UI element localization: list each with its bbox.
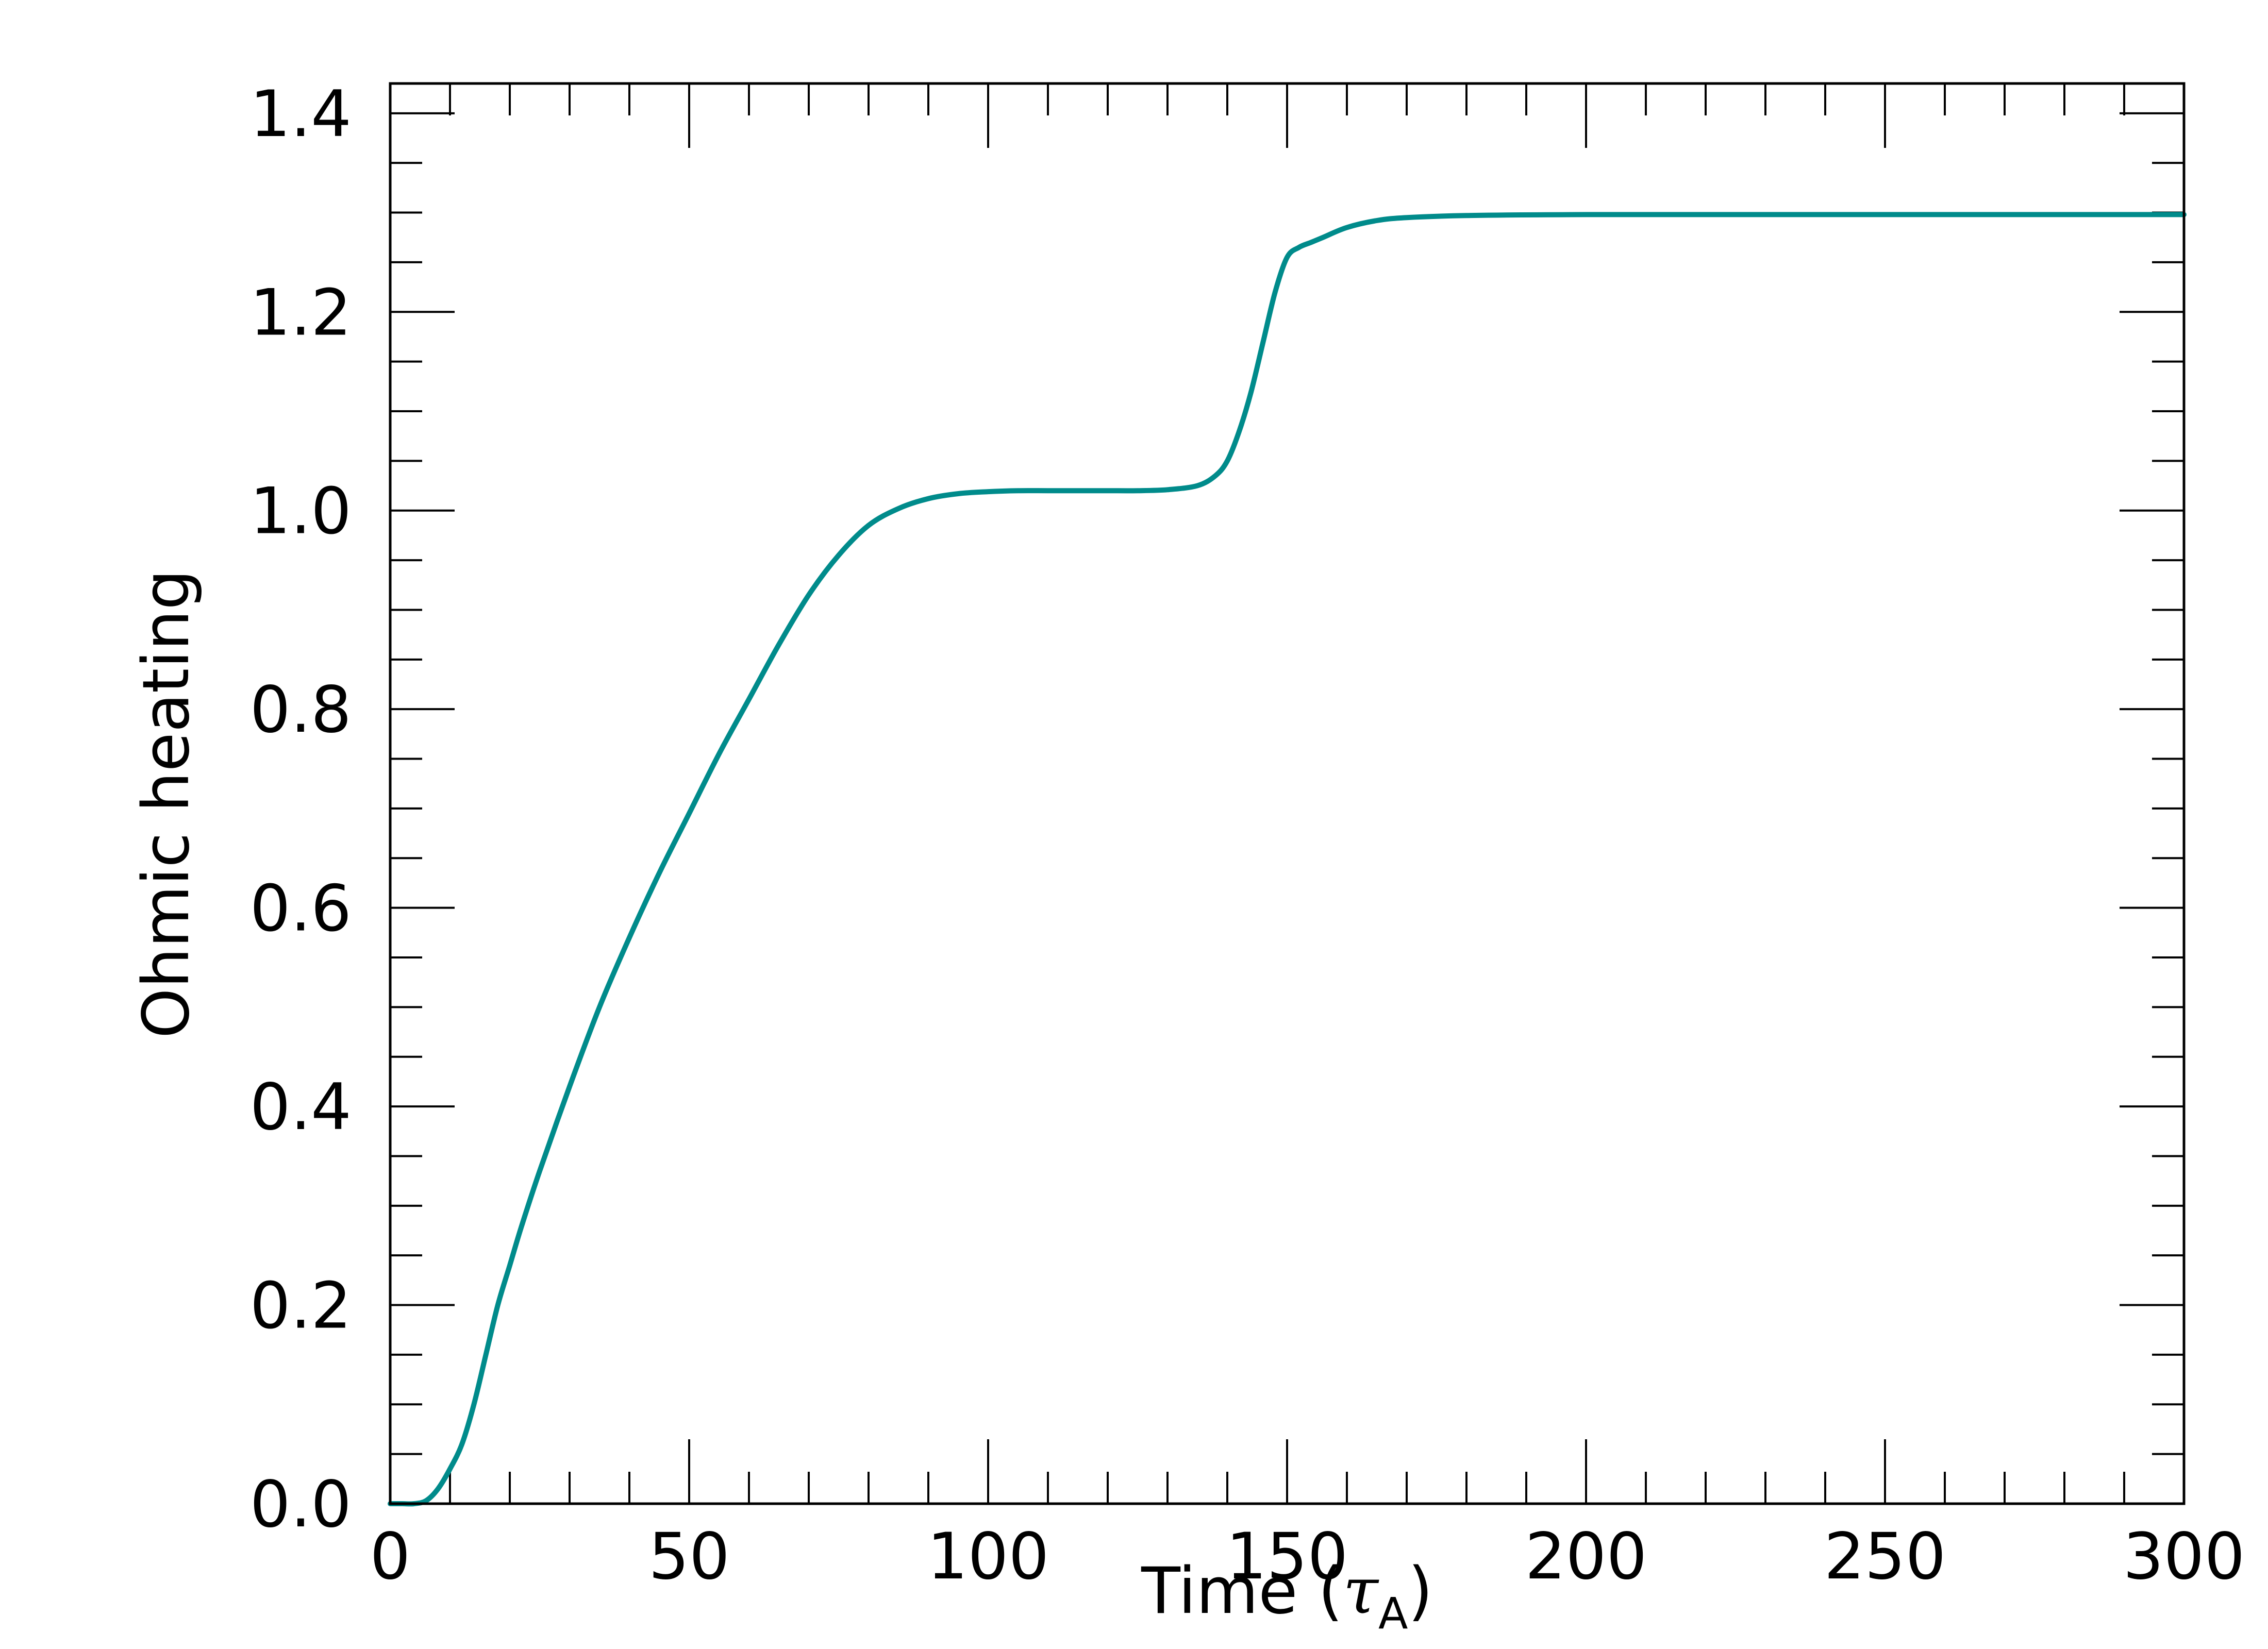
y-tick-label: 0.0 [250, 1468, 352, 1542]
y-tick-label: 0.2 [250, 1269, 352, 1343]
y-tick-label: 1.0 [250, 475, 352, 549]
x-tick-label: 150 [1226, 1520, 1348, 1594]
y-tick-label: 0.6 [250, 872, 352, 946]
x-axis-title-subscript: A [1378, 1588, 1408, 1639]
x-axis-title: Time (τA) [1141, 1554, 1433, 1639]
x-tick-label: 250 [1824, 1520, 1946, 1594]
x-tick-label: 200 [1525, 1520, 1647, 1594]
y-tick-label: 1.2 [250, 276, 352, 350]
series-line [388, 212, 2187, 1507]
x-tick-label: 0 [370, 1520, 411, 1594]
x-axis-title-symbol: τ [1343, 1554, 1379, 1628]
y-tick-label: 0.4 [250, 1070, 352, 1145]
x-tick-label: 100 [927, 1520, 1049, 1594]
minor-ticks [390, 83, 2184, 1504]
x-tick-labels: 0 50 100 150 200 250 300 [370, 1520, 2245, 1594]
x-axis-title-text: Time ( [1141, 1554, 1343, 1628]
x-tick-label: 300 [2123, 1520, 2245, 1594]
x-tick-label: 50 [648, 1520, 730, 1594]
y-tick-label: 1.4 [250, 77, 352, 152]
plot-frame [389, 82, 2186, 1505]
y-tick-labels: 0.0 0.2 0.4 0.6 0.8 1.0 1.2 1.4 [250, 77, 352, 1542]
y-tick-label: 0.8 [250, 673, 352, 747]
x-axis-title-close: ) [1408, 1554, 1432, 1628]
series-layer [388, 212, 2187, 1507]
y-axis-title: Ohmic heating [129, 569, 204, 1038]
